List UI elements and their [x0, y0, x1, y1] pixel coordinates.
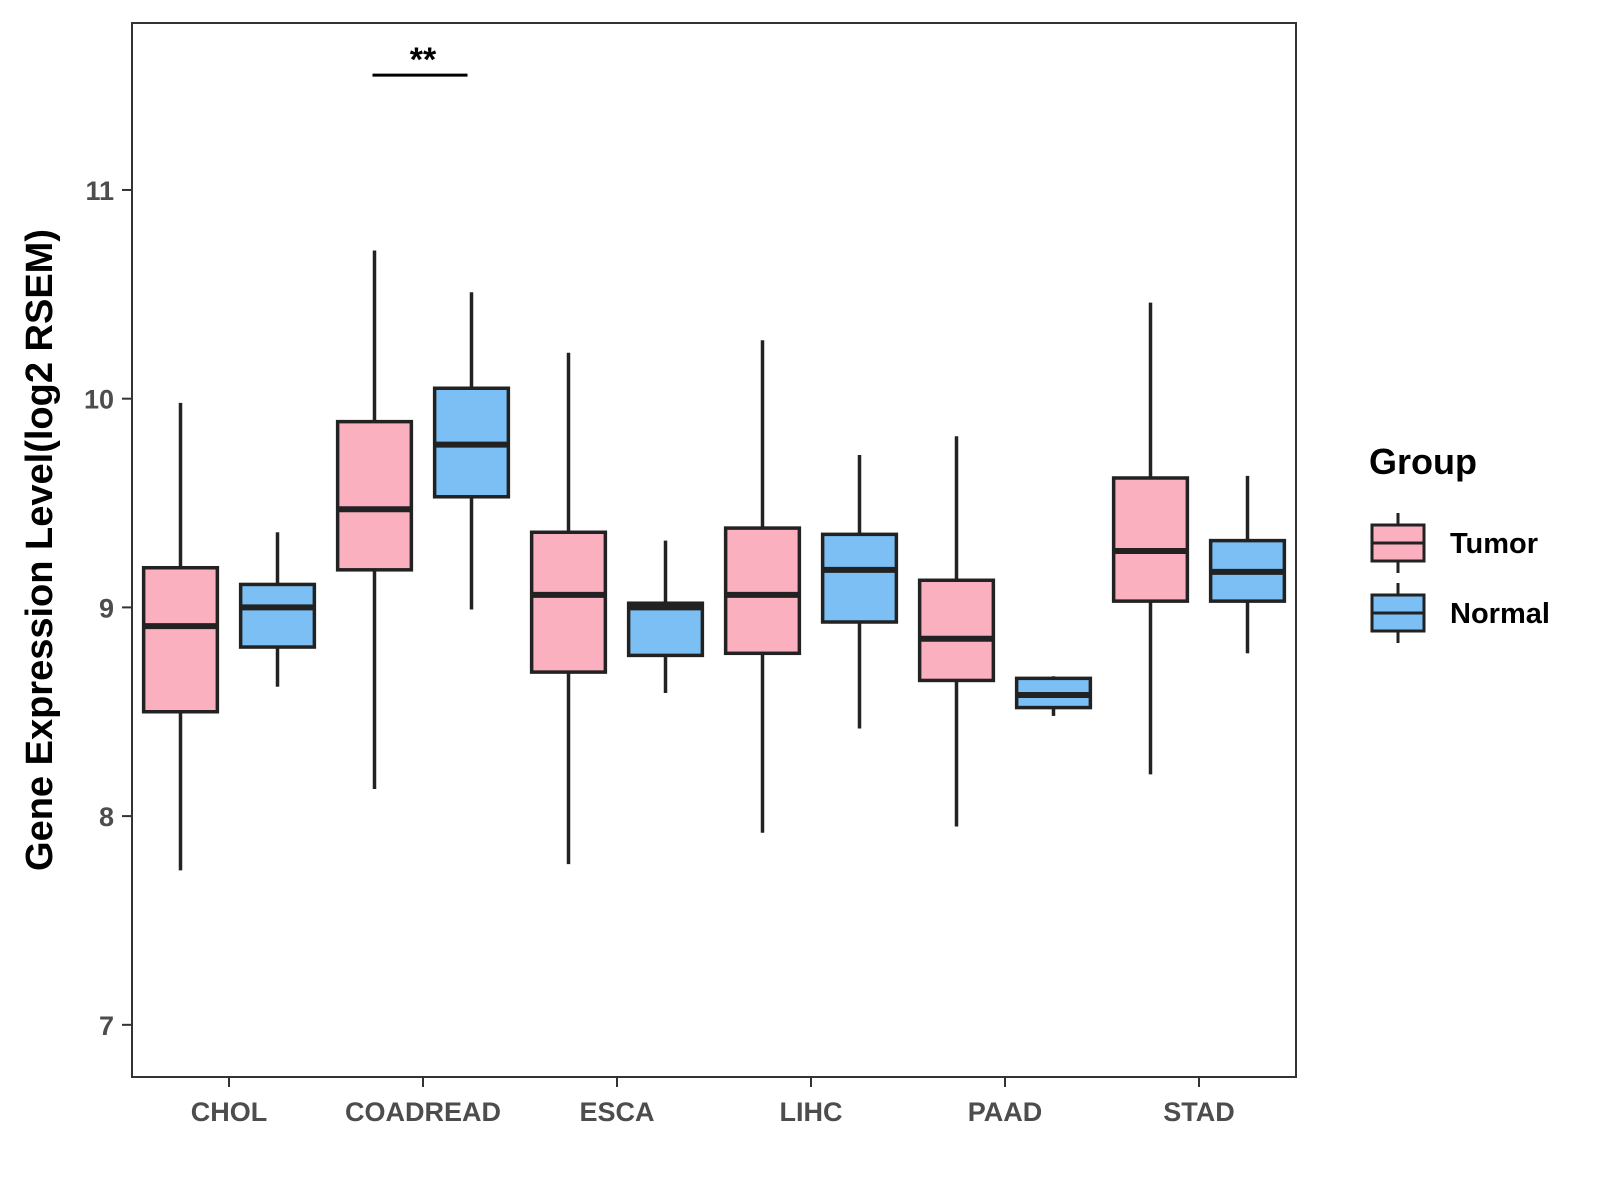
box-normal-lihc — [820, 455, 899, 729]
box-normal-coadread — [432, 292, 511, 610]
box-iqr — [1111, 476, 1190, 603]
x-tick-label: LIHC — [780, 1097, 843, 1127]
y-tick-label: 9 — [99, 593, 114, 623]
plot-panel — [131, 22, 1297, 1078]
legend-label-normal: Normal — [1450, 598, 1550, 630]
y-tick-label: 10 — [84, 385, 114, 415]
series-tumor — [141, 250, 1190, 871]
box-tumor-coadread — [335, 250, 414, 789]
box-iqr — [141, 565, 220, 714]
x-axis: CHOL COADREAD ESCA LIHC PAAD STAD — [191, 1077, 1235, 1127]
x-tick-label: STAD — [1163, 1097, 1235, 1127]
x-tick-label: PAAD — [968, 1097, 1043, 1127]
y-tick-label: 7 — [99, 1011, 114, 1041]
y-tick-label: 8 — [99, 802, 114, 832]
box-iqr — [820, 532, 899, 624]
y-axis-title: Gene Expression Level(log2 RSEM) — [19, 229, 61, 871]
legend-title: Group — [1369, 441, 1477, 482]
box-tumor-paad — [917, 436, 996, 827]
box-normal-paad — [1014, 676, 1093, 716]
box-iqr — [626, 601, 705, 658]
box-normal-esca — [626, 540, 705, 693]
series-normal — [238, 292, 1287, 729]
box-normal-chol — [238, 532, 317, 687]
box-tumor-esca — [529, 352, 608, 865]
legend-label-tumor: Tumor — [1450, 528, 1538, 560]
significance-annotations: ** — [372, 41, 468, 79]
box-normal-stad — [1208, 475, 1287, 654]
box-iqr — [917, 578, 996, 683]
box-iqr — [529, 530, 608, 674]
legend-key-tumor — [1370, 513, 1426, 573]
box-iqr — [335, 419, 414, 572]
significance-label: ** — [410, 41, 437, 79]
legend-key-normal — [1370, 583, 1426, 643]
box-tumor-chol — [141, 402, 220, 871]
box-series — [141, 250, 1287, 871]
panel-border — [131, 22, 1297, 1078]
x-tick-label: COADREAD — [345, 1097, 501, 1127]
box-iqr — [723, 526, 802, 656]
y-axis: 7 8 9 10 11 — [84, 176, 132, 1041]
y-tick-label: 11 — [85, 176, 114, 206]
x-tick-label: ESCA — [579, 1097, 654, 1127]
box-tumor-lihc — [723, 340, 802, 833]
x-tick-label: CHOL — [191, 1097, 268, 1127]
box-iqr — [238, 582, 317, 649]
legend: Group Tumor Normal — [1369, 441, 1550, 643]
box-tumor-stad — [1111, 302, 1190, 775]
